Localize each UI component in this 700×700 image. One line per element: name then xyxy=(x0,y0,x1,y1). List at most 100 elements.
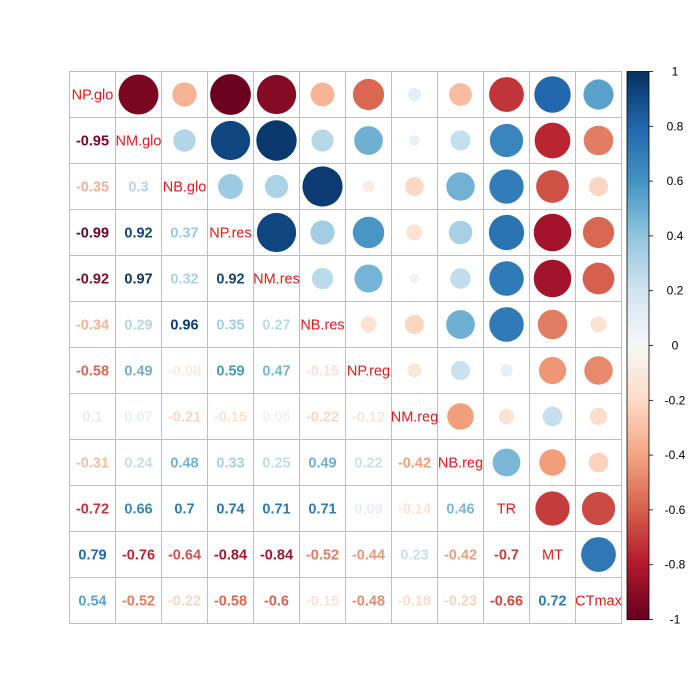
colorbar-segment xyxy=(627,414,649,418)
colorbar-segment xyxy=(627,213,649,218)
correlation-circle-NM.res-NM.reg xyxy=(409,273,420,284)
matrix-cell-NM.res-NM.glo xyxy=(115,255,162,302)
colorbar-segment xyxy=(627,183,649,188)
correlation-circle-NB.res-NP.reg xyxy=(360,316,377,333)
colorbar-segment xyxy=(627,507,649,511)
correlation-circle-NP.glo-NM.res xyxy=(256,74,297,115)
matrix-cell-NP.glo-NP.glo xyxy=(69,71,116,118)
correlation-circle-NP.reg-NB.reg xyxy=(450,360,471,381)
correlation-circle-NP.res-NM.res xyxy=(256,212,297,253)
matrix-cell-NB.res-NP.res xyxy=(207,301,254,348)
colorbar-segment xyxy=(627,370,649,374)
colorbar-segment xyxy=(627,76,649,81)
colorbar-segment xyxy=(627,504,649,508)
colorbar-segment xyxy=(627,203,649,207)
coefficient-label-CTmax-MT: 0.72 xyxy=(538,594,566,610)
colorbar-segment xyxy=(627,334,649,338)
matrix-cell-CTmax-TR xyxy=(483,577,530,624)
coefficient-label-NP.reg-NP.res: 0.59 xyxy=(216,364,244,380)
colorbar-segment xyxy=(627,392,649,396)
colorbar-segment xyxy=(627,131,649,136)
colorbar-segment xyxy=(627,400,649,404)
correlation-circle-NB.res-NM.reg xyxy=(404,314,425,335)
matrix-cell-NM.glo-NM.glo xyxy=(115,117,162,164)
coefficient-label-MT-NP.reg: -0.44 xyxy=(352,548,385,564)
coefficient-label-NM.reg-NM.glo: 0.07 xyxy=(124,410,152,426)
matrix-cell-CTmax-NM.res xyxy=(253,577,300,624)
colorbar-segment xyxy=(627,597,649,601)
colorbar-segment xyxy=(627,397,649,401)
coefficient-label-NB.reg-NB.res: 0.49 xyxy=(308,456,336,472)
colorbar-segment xyxy=(627,548,649,552)
colorbar-segment xyxy=(627,329,649,333)
colorbar-segment xyxy=(627,104,649,108)
matrix-cell-CTmax-NM.reg xyxy=(391,577,438,624)
diagonal-label-TR: TR xyxy=(497,502,516,518)
colorbar-segment xyxy=(627,257,649,262)
matrix-cell-NB.reg-NM.glo xyxy=(115,439,162,486)
correlation-circle-NP.glo-CTmax xyxy=(583,79,614,110)
marks-layer: NP.glo -0.95 NM.glo -0.35 0.3 NB.glo -0.99 0.92… xyxy=(72,74,623,610)
correlation-circle-NM.glo-CTmax xyxy=(583,125,614,156)
colorbar-segment xyxy=(627,230,649,234)
colorbar-segment xyxy=(627,120,649,125)
correlation-circle-NM.glo-MT xyxy=(534,122,571,159)
colorbar-tick-label: -0.4 xyxy=(665,448,686,462)
matrix-cell-NP.reg-NP.res xyxy=(207,347,254,394)
colorbar-segment xyxy=(627,583,649,588)
correlation-circle-NM.glo-TR xyxy=(489,123,524,158)
coefficient-label-TR-NM.glo: 0.66 xyxy=(124,502,152,518)
colorbar-segment xyxy=(627,307,649,311)
diagonal-label-NM.reg: NM.reg xyxy=(391,410,439,426)
colorbar-segment xyxy=(627,496,649,500)
colorbar-segment xyxy=(627,545,649,549)
colorbar-segment xyxy=(627,350,649,355)
colorbar-segment xyxy=(627,411,649,415)
coefficient-label-NB.reg-NP.reg: 0.22 xyxy=(354,456,382,472)
colorbar-segment xyxy=(627,109,649,114)
correlation-circle-NB.glo-NM.res xyxy=(264,174,289,199)
coefficient-label-NB.res-NP.glo: -0.34 xyxy=(76,318,109,334)
colorbar-tick-label: 0.8 xyxy=(667,119,684,133)
colorbar-segment xyxy=(627,561,649,566)
coefficient-label-NP.reg-NM.res: 0.47 xyxy=(262,364,290,380)
colorbar-segment xyxy=(627,331,649,336)
colorbar-segment xyxy=(627,71,649,75)
coefficient-label-NB.reg-NP.res: 0.33 xyxy=(216,456,244,472)
correlation-circle-NP.glo-NP.res xyxy=(210,74,251,115)
coefficient-label-NB.glo-NP.glo: -0.35 xyxy=(76,180,109,196)
colorbar-segment xyxy=(627,274,649,278)
colorbar-segment xyxy=(627,153,649,158)
coefficient-label-MT-NM.res: -0.84 xyxy=(260,548,293,564)
colorbar-segment xyxy=(627,460,649,464)
coefficient-label-MT-NB.reg: -0.42 xyxy=(444,548,477,564)
colorbar-segment xyxy=(627,515,649,519)
matrix-cell-NB.glo-NM.glo xyxy=(115,163,162,210)
colorbar-segment xyxy=(627,241,649,245)
colorbar-segment xyxy=(627,96,649,100)
colorbar-segment xyxy=(627,82,649,86)
colorbar-segment xyxy=(627,553,649,558)
colorbar-segment xyxy=(627,279,649,284)
colorbar-tick-label: -0.6 xyxy=(665,503,686,517)
colorbar-segment xyxy=(627,282,649,286)
correlation-circle-NM.res-CTmax xyxy=(582,262,615,295)
colorbar-segment xyxy=(627,446,649,451)
matrix-cell-MT-NM.glo xyxy=(115,531,162,578)
colorbar-tick-label: 0 xyxy=(672,339,679,353)
colorbar-segment xyxy=(627,296,649,300)
correlation-circle-TR-CTmax xyxy=(581,491,616,526)
coefficient-label-NM.res-NP.glo: -0.92 xyxy=(76,272,109,288)
colorbar-segment xyxy=(627,466,649,470)
coefficient-label-TR-NB.glo: 0.7 xyxy=(174,502,194,518)
matrix-cell-NP.reg-NP.reg xyxy=(345,347,392,394)
colorbar-segment xyxy=(627,422,649,426)
diagonal-label-CTmax: CTmax xyxy=(575,594,622,610)
correlation-circle-NB.glo-NP.reg xyxy=(362,180,375,193)
coefficient-label-NB.res-NM.glo: 0.29 xyxy=(124,318,152,334)
colorbar-tick-label: -1 xyxy=(670,613,681,627)
colorbar-segment xyxy=(627,197,649,201)
colorbar-segment xyxy=(627,386,649,390)
colorbar-segment xyxy=(627,216,649,221)
correlation-circle-NP.res-NM.reg xyxy=(406,224,423,241)
